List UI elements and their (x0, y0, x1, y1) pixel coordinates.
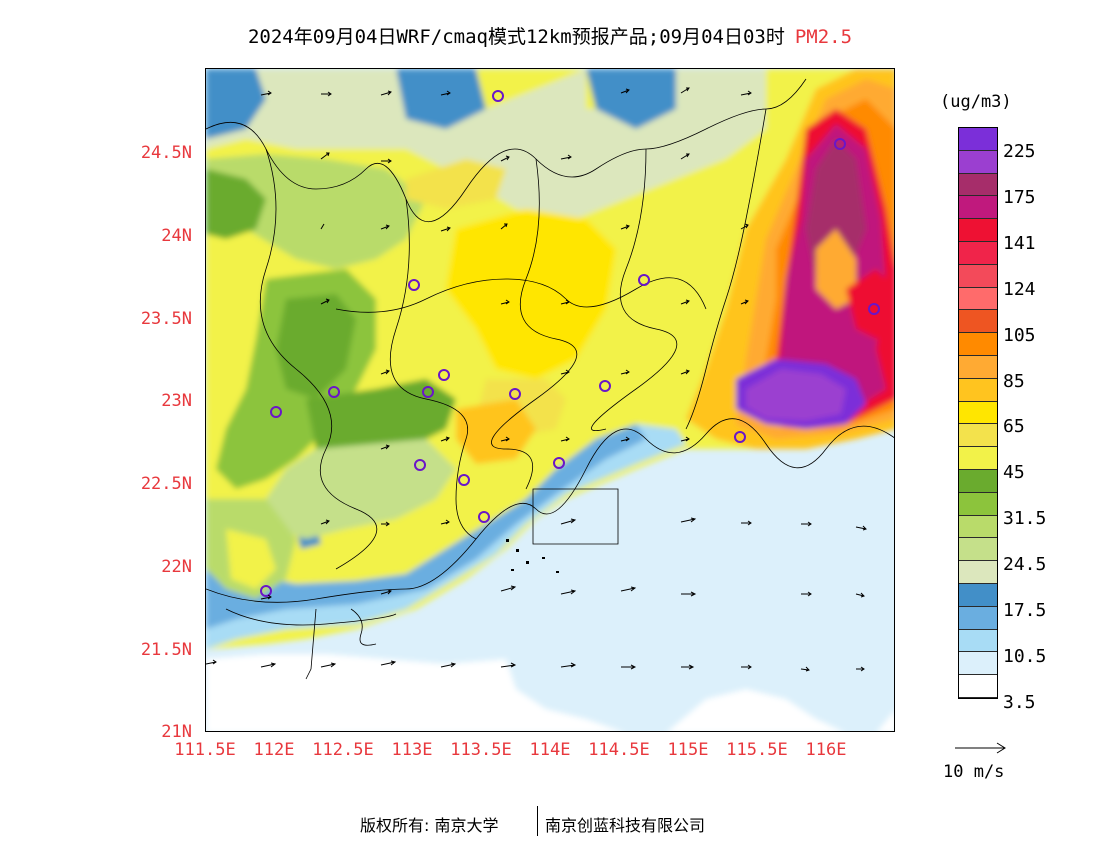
colorbar-label: 3.5 (1003, 692, 1036, 713)
colorbar-swatch (959, 401, 997, 425)
colorbar-swatch (959, 310, 997, 334)
colorbar-swatch (959, 219, 997, 242)
colorbar-label: 10.5 (1003, 646, 1047, 667)
colorbar-swatch (959, 629, 997, 653)
lon-label: 112.5E (312, 740, 374, 760)
wind-reference-label: 10 m/s (943, 762, 1005, 782)
colorbar-swatch (959, 583, 997, 607)
colorbar-label: 141 (1003, 233, 1036, 254)
colorbar-swatch (959, 333, 997, 356)
colorbar-label: 45 (1003, 462, 1025, 483)
copyright-separator (537, 806, 538, 836)
colorbar-swatch (959, 447, 997, 470)
colorbar-swatch (959, 652, 997, 676)
lon-label: 116E (805, 740, 847, 760)
colorbar-swatch (959, 492, 997, 516)
lon-label: 115E (667, 740, 709, 760)
lon-label: 115.5E (726, 740, 788, 760)
pollutant-label: PM2.5 (794, 26, 853, 48)
lon-label: 114.5E (588, 740, 650, 760)
lat-label: 23.5N (140, 309, 192, 329)
colorbar-swatch (959, 287, 997, 311)
lat-label: 21.5N (140, 640, 192, 660)
colorbar-label: 31.5 (1003, 508, 1047, 529)
lon-label: 112E (253, 740, 295, 760)
colorbar-label: 85 (1003, 371, 1025, 392)
colorbar-swatch (959, 606, 997, 630)
colorbar-swatch (959, 355, 997, 379)
colorbar-label: 225 (1003, 141, 1036, 162)
colorbar (958, 127, 998, 699)
colorbar-unit: (ug/m3) (940, 92, 1012, 112)
colorbar-label: 65 (1003, 416, 1025, 437)
colorbar-swatch (959, 241, 997, 265)
colorbar-swatch (959, 264, 997, 288)
colorbar-swatch (959, 424, 997, 448)
colorbar-swatch (959, 538, 997, 562)
colorbar-swatch (959, 515, 997, 539)
pm25-concentration-map[interactable] (205, 68, 895, 732)
title-text: 2024年09月04日WRF/cmaq模式12km预报产品;09月04日03时 (247, 26, 785, 48)
lon-label: 111.5E (174, 740, 236, 760)
map-title: 2024年09月04日WRF/cmaq模式12km预报产品;09月04日03时 P… (0, 22, 1100, 49)
colorbar-swatch (959, 675, 997, 698)
copyright-company: 南京创蓝科技有限公司 (545, 816, 706, 835)
colorbar-swatch (959, 173, 997, 197)
colorbar-label: 175 (1003, 187, 1036, 208)
lat-label: 24N (161, 226, 192, 246)
colorbar-label: 24.5 (1003, 554, 1047, 575)
colorbar-swatch (959, 469, 997, 493)
copyright-owner: 版权所有: 南京大学 (360, 816, 499, 835)
lon-label: 113E (391, 740, 433, 760)
lat-label: 24.5N (140, 143, 192, 163)
colorbar-swatch (959, 128, 997, 151)
wind-reference-arrow (955, 742, 1006, 754)
colorbar-label: 105 (1003, 325, 1036, 346)
lon-label: 113.5E (450, 740, 512, 760)
colorbar-swatch (959, 561, 997, 584)
colorbar-swatch (959, 150, 997, 174)
lat-label: 22.5N (140, 474, 192, 494)
lat-label: 23N (161, 391, 192, 411)
colorbar-swatch (959, 196, 997, 220)
map-canvas (206, 69, 894, 731)
lat-label: 22N (161, 557, 192, 577)
lon-label: 114E (529, 740, 571, 760)
lat-label: 21N (161, 722, 192, 742)
colorbar-label: 124 (1003, 279, 1036, 300)
colorbar-swatch (959, 378, 997, 402)
colorbar-label: 17.5 (1003, 600, 1047, 621)
